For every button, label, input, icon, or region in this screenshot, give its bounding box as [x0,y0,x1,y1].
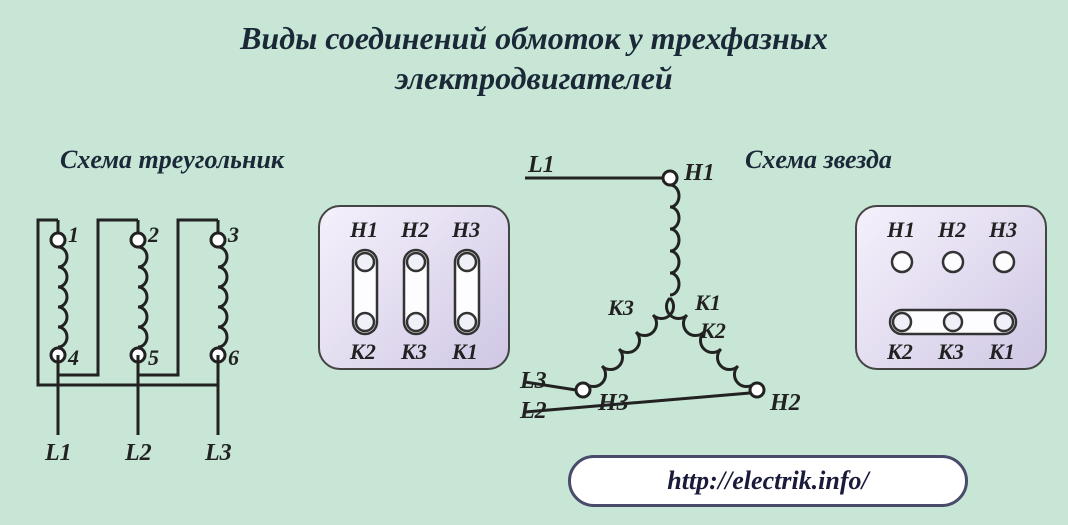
star-H3: Н3 [598,390,629,417]
source-url[interactable]: http://electrik.info/ [568,455,968,507]
delta-phase-L3: L3 [205,440,232,467]
delta-term-H1: Н1 [350,217,378,243]
delta-node-6: 6 [228,345,239,371]
delta-term-K1: К1 [452,339,478,365]
star-H2: Н2 [770,390,801,417]
star-K2: К2 [700,318,726,344]
delta-phase-L2: L2 [125,440,152,467]
star-term-K3: К3 [938,339,964,365]
star-terminal-box: Н1 Н2 Н3 К2 К3 К1 [855,205,1047,370]
delta-term-K3: К3 [401,339,427,365]
star-term-K2: К2 [887,339,913,365]
star-L3: L3 [520,368,547,395]
star-K1: К1 [695,290,721,316]
title-line-2: электродвигателей [395,60,672,96]
star-K3: К3 [608,295,634,321]
page-title: Виды соединений обмоток у трехфазных эле… [0,0,1068,98]
star-L1: L1 [528,152,555,179]
delta-term-H2: Н2 [401,217,429,243]
star-term-H3: Н3 [989,217,1017,243]
delta-node-3: 3 [228,222,239,248]
delta-node-2: 2 [148,222,159,248]
delta-node-5: 5 [148,345,159,371]
delta-term-K2: К2 [350,339,376,365]
star-schematic [525,150,845,475]
delta-phase-L1: L1 [45,440,72,467]
title-line-1: Виды соединений обмоток у трехфазных [240,20,828,56]
star-term-H1: Н1 [887,217,915,243]
delta-node-4: 4 [68,345,79,371]
star-term-H2: Н2 [938,217,966,243]
star-L2: L2 [520,398,547,425]
delta-node-1: 1 [68,222,79,248]
delta-terminal-box: Н1 Н2 Н3 К2 К3 К1 [318,205,510,370]
star-H1: Н1 [684,160,715,187]
delta-term-H3: Н3 [452,217,480,243]
star-term-K1: К1 [989,339,1015,365]
delta-subtitle: Схема треугольник [60,145,284,175]
